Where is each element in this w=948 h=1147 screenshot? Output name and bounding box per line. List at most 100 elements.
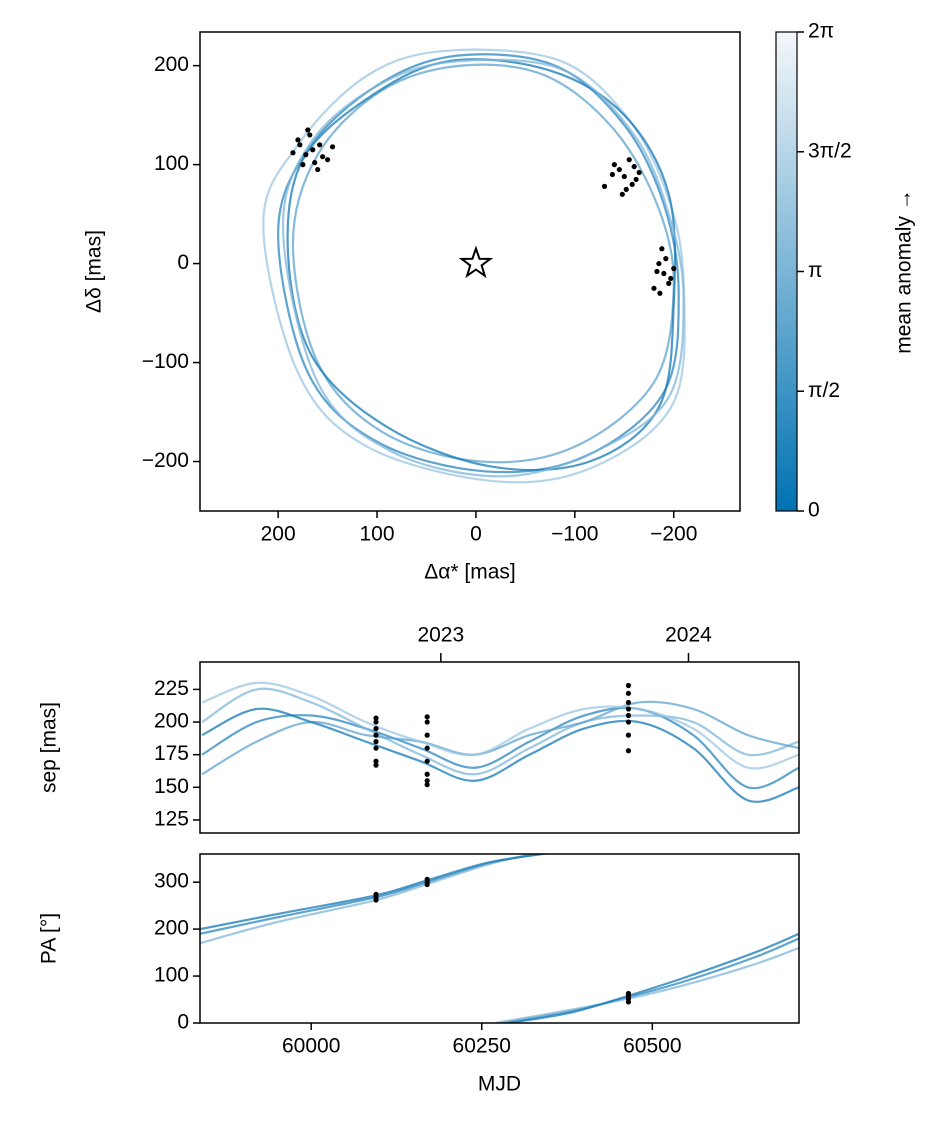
data-point bbox=[300, 162, 306, 168]
data-point bbox=[373, 758, 379, 764]
data-point bbox=[625, 706, 632, 712]
x-tick-label: −100 bbox=[551, 523, 598, 546]
data-point bbox=[424, 732, 430, 738]
data-point bbox=[373, 725, 379, 732]
y-tick-label: 125 bbox=[154, 807, 189, 830]
data-point bbox=[659, 246, 665, 252]
model-line bbox=[201, 700, 799, 776]
colorbar-tick-label: 2π bbox=[808, 20, 834, 43]
data-point bbox=[424, 782, 430, 788]
data-point bbox=[629, 181, 635, 188]
data-point bbox=[424, 714, 430, 720]
data-point bbox=[625, 690, 632, 696]
model-line bbox=[201, 707, 799, 803]
data-point bbox=[625, 682, 632, 689]
colorbar-tick-label: 0 bbox=[808, 499, 820, 522]
colorbar-label: mean anomaly → bbox=[893, 189, 916, 354]
data-point bbox=[373, 891, 379, 897]
model-line bbox=[201, 681, 799, 770]
data-point bbox=[317, 142, 323, 148]
plot-area bbox=[262, 48, 686, 484]
data-point bbox=[625, 732, 632, 738]
data-point bbox=[324, 157, 331, 163]
data-point bbox=[625, 990, 632, 997]
data-point bbox=[307, 132, 313, 138]
data-point bbox=[290, 150, 296, 156]
data-point bbox=[609, 171, 616, 178]
x2-tick-label: 2023 bbox=[417, 624, 464, 647]
data-point bbox=[656, 260, 662, 267]
data-point bbox=[663, 256, 669, 262]
frame bbox=[199, 853, 800, 1024]
data-point bbox=[424, 876, 430, 882]
data-point bbox=[373, 715, 379, 721]
x-axis-label: MJD bbox=[478, 1073, 521, 1096]
model-line bbox=[200, 854, 799, 1023]
data-point bbox=[329, 144, 336, 150]
data-point bbox=[626, 157, 632, 163]
data-point bbox=[625, 699, 632, 706]
data-point bbox=[661, 270, 667, 277]
data-point bbox=[373, 762, 379, 768]
data-point bbox=[625, 748, 632, 754]
data-point bbox=[320, 154, 326, 160]
model-line bbox=[200, 854, 799, 1023]
data-point bbox=[424, 745, 430, 751]
y-tick-label: 150 bbox=[154, 775, 189, 798]
y-axis-label: Δδ [mas] bbox=[83, 230, 106, 313]
data-point bbox=[315, 166, 321, 173]
y-tick-label: −100 bbox=[142, 350, 189, 373]
y-tick-label: 100 bbox=[154, 964, 189, 987]
data-point bbox=[310, 147, 316, 153]
data-point bbox=[305, 127, 311, 133]
data-point bbox=[625, 712, 632, 719]
data-point bbox=[424, 778, 430, 784]
data-point bbox=[312, 160, 318, 166]
data-point bbox=[373, 732, 379, 738]
orbit-track bbox=[277, 53, 680, 474]
x-tick-label: −200 bbox=[650, 523, 697, 546]
data-point bbox=[424, 771, 430, 777]
data-point bbox=[657, 290, 663, 296]
y-tick-label: 200 bbox=[154, 710, 189, 733]
data-point bbox=[424, 758, 430, 764]
y-tick-label: 300 bbox=[154, 870, 189, 893]
data-point bbox=[373, 739, 379, 745]
x-tick-label: 200 bbox=[261, 523, 296, 546]
data-point bbox=[619, 191, 625, 197]
model-line bbox=[200, 854, 799, 1023]
data-point bbox=[651, 285, 657, 291]
y-tick-label: 175 bbox=[154, 742, 189, 765]
plot-area bbox=[200, 854, 799, 1023]
data-point bbox=[654, 268, 660, 275]
data-point bbox=[666, 280, 672, 286]
orbit-track bbox=[291, 63, 675, 464]
data-point bbox=[303, 152, 309, 158]
data-point bbox=[616, 166, 622, 173]
data-point bbox=[668, 275, 674, 282]
data-point bbox=[297, 142, 303, 148]
x2-tick-label: 2024 bbox=[665, 624, 712, 647]
model-line bbox=[201, 687, 799, 776]
y-tick-label: 100 bbox=[154, 152, 189, 175]
star-marker bbox=[458, 245, 494, 279]
data-point bbox=[373, 745, 379, 751]
frame bbox=[199, 661, 800, 834]
x-tick-label: 0 bbox=[470, 523, 482, 546]
data-point bbox=[295, 137, 301, 143]
y-tick-label: 0 bbox=[177, 251, 189, 274]
x-tick-label: 60250 bbox=[453, 1035, 511, 1058]
x-tick-label: 60500 bbox=[623, 1035, 681, 1058]
plot-area bbox=[201, 681, 799, 803]
data-point bbox=[424, 719, 430, 725]
y-axis-label: sep [mas] bbox=[38, 702, 61, 793]
data-point bbox=[373, 719, 379, 725]
data-point bbox=[671, 265, 677, 272]
y-tick-label: 200 bbox=[154, 53, 189, 76]
y-tick-label: 225 bbox=[154, 677, 189, 700]
data-point bbox=[601, 183, 608, 189]
data-point bbox=[631, 163, 637, 170]
y-axis-label: PA [°] bbox=[38, 913, 61, 964]
frame bbox=[199, 31, 741, 512]
